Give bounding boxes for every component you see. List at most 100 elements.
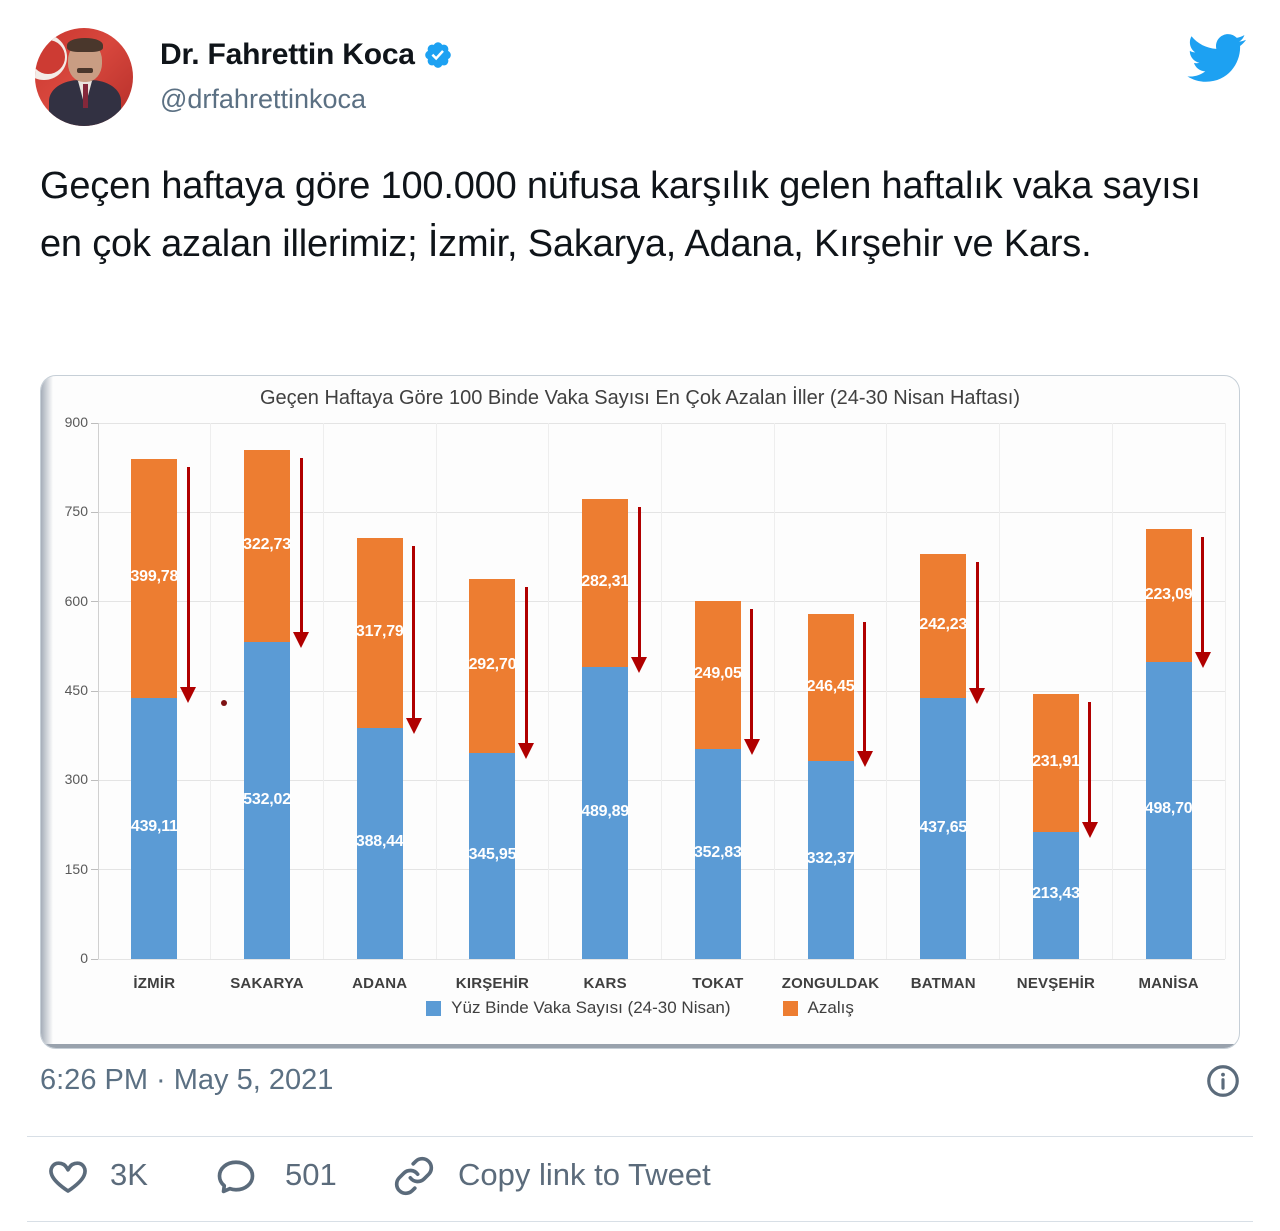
gridline-vertical — [1224, 423, 1226, 959]
decrease-arrow-head — [1081, 821, 1098, 838]
bar-label-decrease: 231,91 — [1032, 752, 1080, 770]
decrease-arrow-head — [405, 717, 422, 734]
decrease-arrow-head — [856, 751, 873, 768]
decrease-arrow-line — [186, 467, 190, 690]
gridline-vertical — [886, 423, 888, 959]
y-axis-tick — [91, 958, 98, 960]
y-axis-tick-label: 150 — [64, 860, 88, 877]
bar-label-cases: 489,89 — [581, 803, 630, 821]
copy-link-icon[interactable] — [392, 1154, 436, 1198]
bar-label-decrease: 246,45 — [806, 677, 855, 695]
y-axis-tick — [91, 422, 98, 424]
x-axis-label: MANİSA — [1138, 975, 1199, 992]
gridline-vertical — [661, 423, 662, 959]
gridline-vertical — [322, 423, 324, 959]
chart-legend: Yüz Binde Vaka Sayısı (24-30 Nisan) Azalı… — [41, 998, 1239, 1018]
bar-segment-cases — [356, 727, 403, 959]
divider — [27, 1136, 1253, 1137]
bar-segment-decrease — [244, 449, 291, 643]
avatar-tie-shape — [83, 84, 88, 108]
decrease-arrow-head — [743, 738, 760, 755]
bar-label-decrease: 292,70 — [468, 655, 517, 673]
info-icon[interactable] — [1204, 1062, 1242, 1100]
decrease-arrow-line — [1201, 537, 1205, 654]
avatar[interactable] — [35, 28, 133, 126]
like-icon[interactable] — [46, 1154, 90, 1198]
twitter-bird-icon[interactable] — [1185, 32, 1247, 84]
decrease-arrow-head — [969, 688, 986, 705]
decrease-arrow-line — [299, 457, 303, 635]
y-axis-tick — [91, 511, 98, 513]
bar-segment-cases — [1145, 662, 1192, 959]
avatar-mustache-shape — [77, 68, 93, 73]
bar-segment-decrease — [920, 554, 967, 699]
bar-label-cases: 332,37 — [806, 850, 855, 868]
y-axis-tick-label: 750 — [64, 503, 88, 520]
tweet-timestamp[interactable]: 6:26 PM · May 5, 2021 — [40, 1064, 334, 1096]
x-axis-label: ADANA — [352, 975, 408, 992]
y-axis-tick — [91, 779, 98, 781]
bar-label-decrease: 399,78 — [130, 568, 179, 586]
divider — [27, 1221, 1253, 1222]
bar-label-decrease: 282,31 — [581, 573, 630, 591]
copy-link-label[interactable]: Copy link to Tweet — [458, 1157, 711, 1192]
bar-segment-decrease — [469, 578, 516, 753]
x-axis-label: BATMAN — [910, 975, 976, 992]
y-axis-tick-label: 600 — [64, 592, 88, 609]
bar-label-cases: 345,95 — [468, 845, 517, 863]
bar-segment-decrease — [1145, 529, 1192, 662]
decrease-arrow-head — [518, 742, 535, 759]
bar-label-cases: 532,02 — [243, 790, 291, 808]
decrease-arrow-line — [412, 546, 416, 720]
x-axis-label: TOKAT — [692, 975, 744, 992]
bar-segment-cases — [469, 752, 516, 959]
y-axis-tick-label: 300 — [64, 771, 88, 788]
like-count[interactable]: 3K — [110, 1157, 148, 1192]
bar-label-cases: 437,65 — [919, 818, 968, 836]
x-axis-label: KIRŞEHİR — [455, 975, 530, 992]
tweet-actions: 3K 501 Copy link to Tweet — [0, 1148, 1280, 1210]
x-axis-label: SAKARYA — [230, 975, 304, 992]
legend-item: Azalış — [782, 998, 854, 1018]
bar-segment-decrease — [131, 459, 178, 698]
reply-count[interactable]: 501 — [285, 1157, 337, 1192]
plot-area: 0 150 300 450 600 750 900 439,11 399,78 İZMİR 532,… — [65, 414, 1226, 992]
y-axis-line — [98, 423, 99, 959]
gridline-vertical — [210, 423, 212, 959]
y-axis-tick — [91, 869, 98, 871]
gridline-vertical — [1111, 423, 1113, 959]
decrease-arrow-line — [1088, 701, 1092, 824]
x-axis-label: KARS — [583, 975, 627, 992]
bar-segment-cases — [244, 642, 291, 959]
display-name[interactable]: Dr. Fahrettin Koca — [160, 38, 451, 72]
y-axis-tick-label: 450 — [64, 682, 88, 698]
legend-swatch — [426, 1000, 442, 1016]
gridline-horizontal — [98, 958, 1225, 960]
user-handle[interactable]: @drfahrettinkoca — [160, 84, 367, 114]
decrease-arrow-line — [750, 608, 754, 741]
bar-segment-decrease — [1032, 693, 1079, 832]
bar-segment-cases — [807, 761, 854, 959]
legend-item: Yüz Binde Vaka Sayısı (24-30 Nisan) — [426, 998, 731, 1018]
legend-label: Azalış — [807, 998, 854, 1017]
chart-edge-shadow-bottom — [41, 1044, 1239, 1048]
x-axis-label: İZMİR — [133, 975, 176, 992]
bar-label-cases: 439,11 — [130, 818, 178, 836]
bar-label-cases: 388,44 — [355, 833, 404, 851]
bar-label-decrease: 249,05 — [693, 664, 742, 682]
decrease-arrow-line — [975, 562, 979, 691]
flag-crescent-inner-shape — [35, 40, 65, 74]
bar-label-cases: 213,43 — [1032, 885, 1080, 903]
chart-artifact-dot — [221, 700, 227, 706]
decrease-arrow-head — [293, 632, 310, 649]
chart-title: Geçen Haftaya Göre 100 Binde Vaka Sayısı… — [259, 387, 1021, 409]
decrease-arrow-head — [631, 657, 648, 674]
legend-swatch — [782, 1000, 798, 1016]
bar-label-decrease: 223,09 — [1144, 585, 1193, 603]
tweet-text: Geçen haftaya göre 100.000 nüfusa karşıl… — [40, 165, 1201, 265]
bar-segment-decrease — [807, 614, 854, 762]
gridline-vertical — [548, 423, 550, 959]
reply-icon[interactable] — [214, 1154, 258, 1198]
x-axis-label: NEVŞEHİR — [1016, 975, 1096, 992]
tweet-media-chart[interactable]: Geçen Haftaya Göre 100 Binde Vaka Sayısı… — [40, 375, 1240, 1049]
